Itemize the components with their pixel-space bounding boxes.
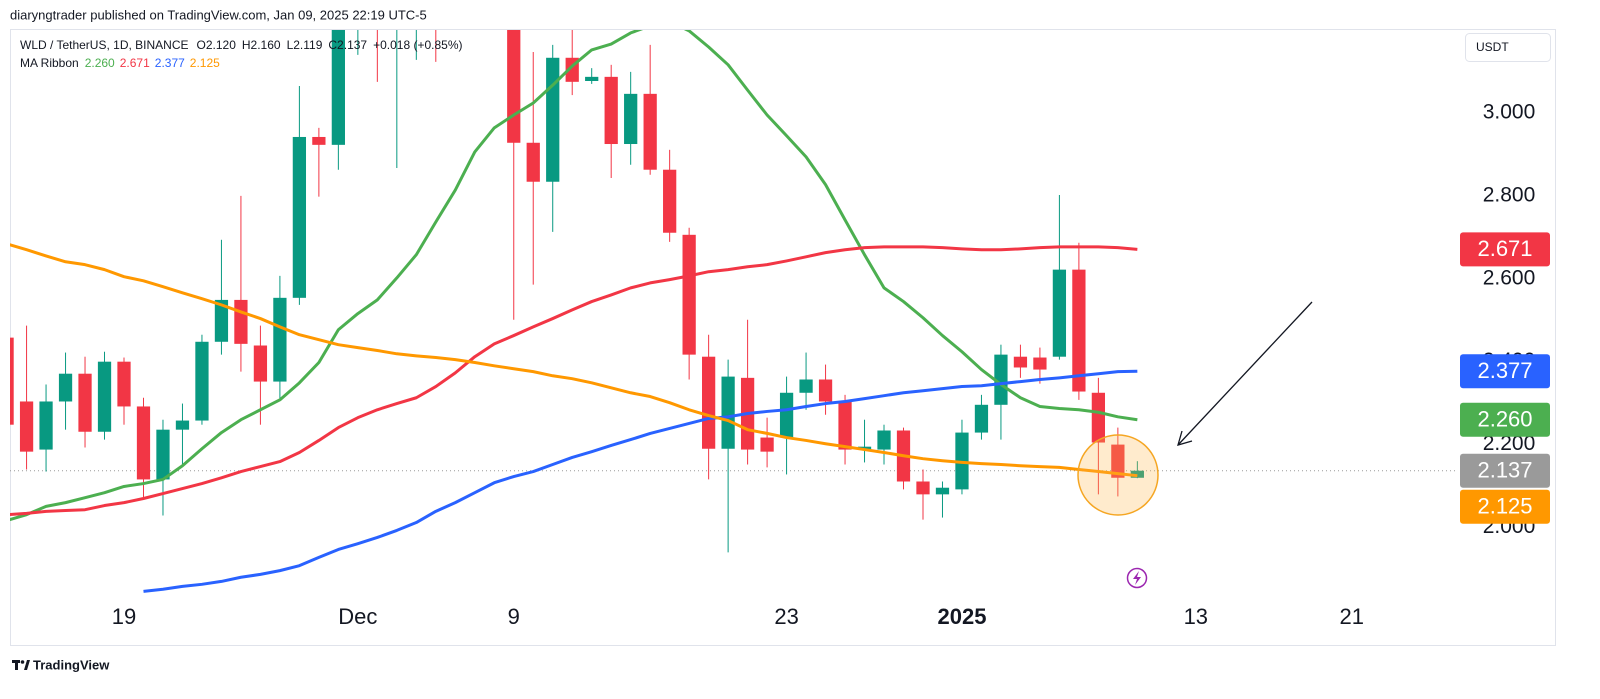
candle-body [877,430,891,450]
candle-body [546,57,560,182]
ma-line [10,245,1138,516]
candle-body [253,345,268,382]
ma-line [10,243,1138,478]
candle-body [643,93,657,170]
chart-frame [10,29,1556,646]
candle-body [526,142,540,182]
candle-body [97,361,112,432]
ohlc-label: O2.120 [197,38,237,52]
candle-body [234,299,248,344]
candle-body [39,401,53,450]
y-tick-label: 2.800 [1483,183,1536,206]
candle-body [78,373,92,432]
indicator-value: 2.125 [190,56,220,70]
price-label-box [1460,489,1550,524]
y-tick-label: 2.200 [1483,432,1536,455]
ma-line [143,369,1138,593]
price-labels: 2.671 2.377 2.260 2.137 2.125 [1460,232,1550,524]
ohlc-label: H2.160 [242,38,281,52]
candle-body [663,169,677,233]
candle-body [1033,357,1047,370]
footer-brand: TradingView [33,657,110,672]
price-label: 2.137 [1477,458,1532,483]
candle-body [58,373,73,402]
legend: WLD / TetherUS, 1D, BINANCE O2.120 H2.160 L… [20,38,463,70]
ma-line [10,30,1138,522]
candle-body [799,379,813,393]
price-label-box [1460,453,1550,488]
currency-label[interactable]: USDT [1476,40,1509,54]
price-label: 2.260 [1477,407,1532,432]
plot-area [10,30,1455,593]
annotation-arrow [1177,301,1313,446]
candle-body [312,136,326,145]
price-label: 2.377 [1477,358,1532,383]
price-label: 2.125 [1477,494,1532,519]
candle-body [331,30,345,145]
candle-body [117,361,131,407]
candle-body [292,136,307,298]
candle-body [1111,444,1125,478]
price-label: 2.671 [1477,236,1532,261]
price-label-box [1460,402,1550,437]
x-tick-label: 19 [112,604,136,629]
price-label-box [1460,232,1550,267]
candle-body [838,401,852,450]
candle-body [624,93,638,145]
candle-body [935,487,950,495]
y-tick-label: 3.000 [1483,100,1536,123]
candle-body [779,392,794,438]
x-tick-label: 21 [1339,604,1363,629]
x-tick-label: 13 [1184,604,1208,629]
indicator-value: 2.377 [155,56,185,70]
footer-logo [12,660,30,670]
indicator-name: MA Ribbon [20,56,79,70]
candle-body [214,299,229,342]
candle-body [10,337,14,425]
candle-body [818,379,833,402]
candle-body [1013,356,1028,368]
candle-body [721,376,735,449]
candle-body [585,76,599,81]
symbol-title: WLD / TetherUS, 1D, BINANCE [20,38,189,52]
ohlc-label: +0.018 (+0.85%) [373,38,462,52]
ohlc-label: L2.119 [287,38,323,52]
ohlc-label: C2.137 [328,38,367,52]
candle-body [273,297,287,382]
candle-body [19,401,34,452]
candle-body [974,404,989,433]
candle-body [702,356,716,449]
candle-body [136,406,151,480]
candle-body [604,76,618,145]
indicator-value: 2.671 [120,56,150,70]
indicator-value: 2.260 [85,56,115,70]
alert-icon [1126,567,1148,589]
candle-body [156,429,170,480]
y-tick-label: 2.600 [1483,266,1536,289]
byline: diaryngtrader published on TradingView.c… [10,7,427,22]
price-label-box [1460,354,1550,389]
candle-body [195,341,209,421]
arrow-head [1177,430,1193,446]
candle-body [682,234,696,355]
candle-body [916,481,930,495]
x-tick-label: 9 [508,604,520,629]
candle-body [1072,269,1086,392]
x-tick-label: 2025 [937,604,986,629]
candle-body [994,354,1008,405]
candle-body [175,420,190,430]
x-tick-label: Dec [338,604,377,629]
highlight-circle [1077,434,1159,516]
annotations [1077,301,1313,589]
currency-button[interactable]: USDT [1465,33,1551,62]
candle-body [1052,269,1067,357]
x-tick-label: 23 [774,604,798,629]
candle-body [1091,392,1106,443]
candle-body [760,437,774,452]
